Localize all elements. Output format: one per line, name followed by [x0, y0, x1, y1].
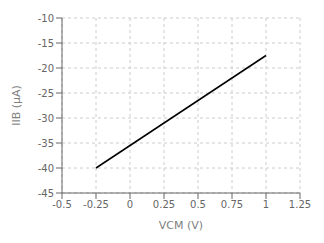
svg-text:-0.5: -0.5 [52, 199, 72, 210]
svg-text:VCM (V): VCM (V) [159, 219, 203, 232]
svg-text:0.5: 0.5 [190, 199, 206, 210]
svg-text:0.25: 0.25 [153, 199, 175, 210]
svg-text:-40: -40 [38, 163, 54, 174]
svg-text:1.25: 1.25 [289, 199, 311, 210]
svg-text:0: 0 [127, 199, 133, 210]
svg-text:-0.25: -0.25 [83, 199, 109, 210]
svg-text:-30: -30 [38, 113, 54, 124]
svg-text:-20: -20 [38, 63, 54, 74]
svg-text:IIB (μA): IIB (μA) [10, 85, 23, 126]
svg-text:-35: -35 [38, 138, 54, 149]
svg-text:-25: -25 [38, 88, 54, 99]
svg-text:-45: -45 [38, 188, 54, 199]
svg-text:0.75: 0.75 [221, 199, 243, 210]
svg-text:1: 1 [263, 199, 269, 210]
svg-text:-15: -15 [38, 38, 54, 49]
svg-text:-10: -10 [38, 13, 54, 24]
